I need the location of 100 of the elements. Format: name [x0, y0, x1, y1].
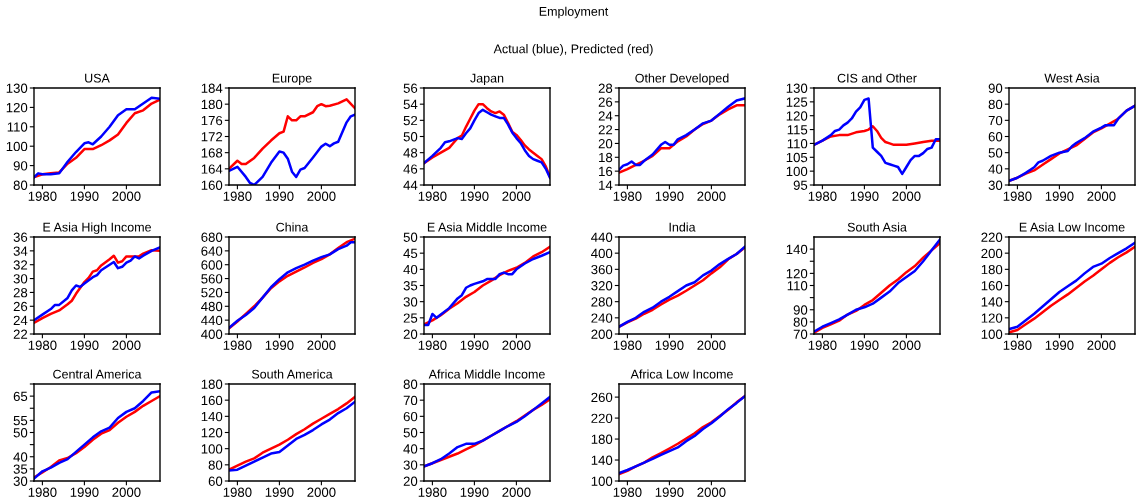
y-tick-label: 80	[988, 99, 1003, 110]
chart-title: Other Developed	[635, 73, 729, 86]
y-tick-label: 22	[13, 329, 28, 339]
x-tick-label: 1990	[70, 340, 99, 350]
y-tick-label: 200	[981, 248, 1003, 259]
y-tick-label: 30	[988, 180, 1003, 190]
x-tick-label: 2000	[1087, 191, 1116, 201]
y-tick-label: 600	[201, 260, 223, 270]
y-tick-label: 70	[403, 395, 418, 406]
chart-title: USA	[85, 73, 110, 83]
y-tick-label: 120	[786, 268, 808, 279]
y-tick-label: 115	[787, 125, 808, 135]
chart-title: E Asia Middle Income	[427, 222, 547, 232]
x-tick-label: 2000	[892, 340, 921, 350]
y-tick-label: 520	[201, 288, 223, 298]
y-tick-label: 24	[598, 111, 613, 121]
y-tick-label: 22	[598, 125, 613, 135]
x-tick-label: 2000	[112, 191, 141, 201]
y-tick-label: 28	[598, 83, 613, 93]
chart-title: West Asia	[1044, 73, 1100, 83]
y-tick-label: 120	[786, 111, 808, 121]
y-tick-label: 100	[981, 329, 1003, 339]
y-tick-label: 120	[6, 102, 28, 113]
x-tick-label: 1990	[655, 340, 684, 350]
y-tick-label: 26	[13, 301, 28, 312]
x-tick-label: 1990	[265, 340, 294, 350]
y-tick-label: 105	[786, 152, 808, 163]
x-tick-label: 1980	[418, 340, 447, 350]
chart-title: Europe	[272, 73, 312, 86]
y-tick-label: 160	[201, 395, 223, 406]
x-tick-label: 2000	[112, 340, 141, 350]
y-tick-label: 180	[201, 99, 223, 110]
y-tick-label: 130	[6, 83, 28, 93]
y-tick-label: 40	[988, 164, 1003, 174]
x-tick-label: 1990	[70, 487, 99, 497]
y-tick-label: 90	[793, 305, 808, 315]
x-tick-label: 2000	[697, 487, 726, 497]
x-tick-label: 2000	[502, 340, 531, 350]
y-tick-label: 680	[201, 232, 223, 242]
y-tick-label: 180	[981, 264, 1003, 275]
y-tick-label: 34	[13, 246, 28, 256]
y-tick-label: 50	[403, 232, 418, 242]
x-tick-label: 1980	[28, 191, 57, 201]
y-tick-label: 172	[201, 132, 223, 142]
y-tick-label: 60	[988, 132, 1003, 142]
x-tick-label: 1980	[223, 487, 252, 497]
y-tick-label: 200	[591, 329, 613, 339]
y-tick-label: 30	[403, 297, 418, 307]
y-tick-label: 240	[591, 313, 613, 323]
y-tick-label: 35	[13, 464, 28, 474]
text: Employment	[539, 6, 609, 19]
x-tick-label: 1990	[460, 191, 489, 201]
chart-title: India	[669, 222, 696, 232]
y-tick-label: 400	[201, 329, 223, 339]
x-tick-label: 1980	[418, 487, 447, 497]
y-tick-label: 52	[403, 115, 418, 126]
y-tick-label: 320	[591, 281, 613, 291]
y-tick-label: 90	[988, 83, 1003, 93]
x-tick-label: 2000	[307, 191, 336, 201]
y-tick-label: 20	[403, 329, 418, 339]
y-tick-label: 28	[13, 288, 28, 298]
y-tick-label: 50	[403, 428, 418, 438]
chart-title: South America	[251, 369, 333, 379]
x-tick-label: 1990	[655, 487, 684, 497]
y-tick-label: 100	[786, 166, 808, 177]
y-tick-label: 80	[403, 379, 418, 389]
y-tick-label: 140	[981, 297, 1003, 307]
y-tick-label: 110	[787, 139, 808, 149]
y-tick-label: 44	[403, 180, 418, 190]
y-tick-label: 280	[591, 297, 613, 307]
x-tick-label: 2000	[307, 340, 336, 350]
y-tick-label: 14	[599, 180, 613, 190]
y-tick-label: 30	[13, 476, 28, 486]
x-tick-label: 1990	[70, 191, 99, 201]
x-tick-label: 1990	[1045, 340, 1074, 350]
x-tick-label: 1990	[850, 340, 879, 350]
y-tick-label: 220	[591, 413, 613, 423]
y-tick-label: 100	[6, 141, 28, 152]
y-tick-label: 16	[599, 166, 613, 177]
y-tick-label: 120	[981, 313, 1003, 323]
y-tick-label: 80	[208, 460, 223, 470]
x-tick-label: 1980	[613, 487, 642, 497]
x-tick-label: 1980	[1003, 340, 1032, 350]
y-tick-label: 95	[793, 180, 808, 190]
x-tick-label: 1980	[418, 191, 447, 201]
y-tick-label: 220	[981, 232, 1003, 242]
chart-title: Japan	[470, 73, 504, 86]
x-tick-label: 1980	[1003, 191, 1032, 201]
x-tick-label: 2000	[697, 191, 726, 201]
y-tick-label: 25	[403, 313, 418, 323]
y-tick-label: 54	[403, 99, 418, 110]
y-tick-label: 360	[591, 264, 613, 275]
x-tick-label: 1980	[808, 191, 837, 201]
y-tick-label: 120	[201, 428, 223, 438]
y-tick-label: 18	[599, 152, 613, 163]
y-tick-label: 140	[201, 411, 223, 422]
y-tick-label: 90	[13, 161, 28, 171]
chart-title: E Asia High Income	[43, 222, 151, 235]
y-tick-label: 184	[201, 83, 223, 93]
y-tick-label: 440	[201, 315, 223, 326]
